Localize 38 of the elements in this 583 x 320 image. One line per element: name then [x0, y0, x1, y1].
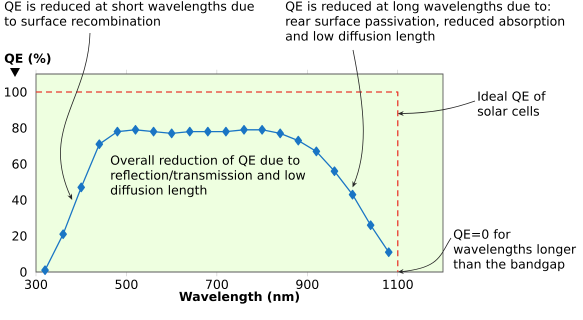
point: [258, 124, 266, 135]
y-tick-label: 60: [12, 159, 27, 169]
x-axis-title: Wavelength (nm): [179, 292, 299, 304]
point: [77, 182, 86, 192]
x-tick-label: 1100: [383, 280, 413, 290]
point: [366, 220, 374, 230]
point: [186, 126, 194, 136]
y-tick-label: 80: [12, 123, 27, 133]
point: [150, 126, 158, 136]
annotation: QE is reduced at short wavelengths due to surface recombination: [4, 1, 254, 26]
point: [222, 126, 230, 136]
point: [168, 128, 176, 138]
point: [132, 124, 140, 135]
y-axis-title: QE (%): [4, 53, 50, 65]
point: [114, 126, 122, 136]
x-tick-label: 500: [116, 280, 138, 290]
y-tick-label: 0: [20, 267, 27, 277]
y-tick-label: 40: [12, 195, 27, 205]
point: [240, 124, 248, 135]
point: [41, 265, 49, 276]
y-tick-label: 100: [5, 87, 27, 97]
point: [384, 247, 393, 258]
point: [276, 128, 284, 138]
y-tick-label: 20: [12, 231, 27, 241]
point: [59, 229, 67, 240]
x-tick-label: 700: [206, 280, 228, 290]
x-tick-label: 300: [25, 280, 48, 290]
point: [294, 136, 302, 146]
point: [96, 139, 104, 150]
point: [312, 146, 320, 156]
annotation: QE=0 for wavelengths longer than the bandgap: [454, 229, 576, 272]
annotation: Ideal QE of solar cells: [478, 91, 546, 116]
annotation: Overall reduction of QE due to reflection/transmission and low diffusion length: [110, 155, 306, 198]
annotation: QE is reduced at long wavelengths due to: rear surface passivation, reduced absorption and low diffusion length: [286, 1, 564, 44]
point: [204, 126, 212, 136]
point: [348, 190, 356, 200]
point: [330, 166, 338, 176]
x-tick-label: 900: [296, 280, 318, 290]
